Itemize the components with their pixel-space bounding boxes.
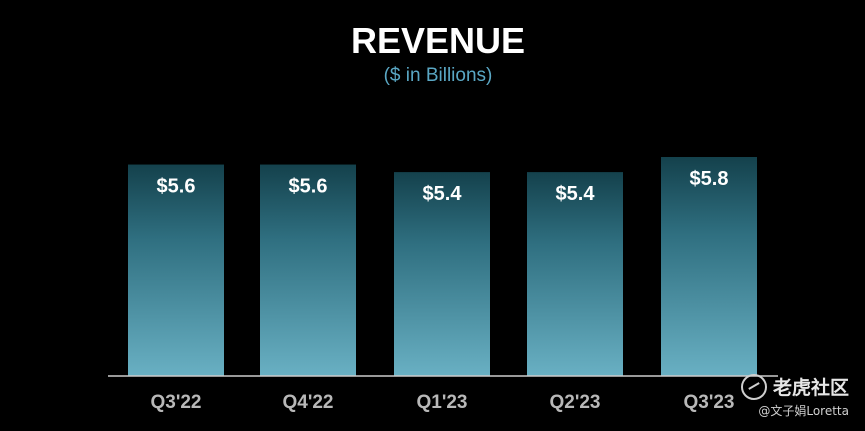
bar-Q4'22 [260, 164, 356, 376]
tiger-logo-icon [740, 373, 767, 400]
data-label: $5.6 [289, 176, 328, 198]
x-tick-label: Q4'22 [283, 392, 334, 413]
watermark-brand: 老虎社区 [740, 373, 849, 400]
data-label: $5.8 [690, 168, 729, 190]
data-label: $5.4 [556, 183, 596, 205]
bar-Q3'22 [128, 164, 224, 376]
watermark: 老虎社区 @文子娟Loretta [740, 373, 849, 419]
bar-Q2'23 [527, 172, 623, 376]
watermark-user: @文子娟Loretta [758, 404, 849, 418]
bar-Q1'23 [394, 172, 490, 376]
x-tick-labels-group: Q3'22 Q4'22 Q1'23 Q2'23 Q3'23 [151, 392, 735, 413]
data-label: $5.4 [423, 183, 463, 205]
chart-subtitle: ($ in Billions) [384, 65, 493, 86]
x-tick-label: Q1'23 [417, 392, 468, 413]
bar-Q3'23 [661, 157, 757, 376]
watermark-brand-text: 老虎社区 [772, 377, 849, 399]
data-labels-group: $5.6 $5.6 $5.4 $5.4 $5.8 [157, 168, 729, 205]
chart-title: REVENUE [351, 20, 525, 61]
x-tick-label: Q3'22 [151, 392, 202, 413]
x-tick-label: Q3'23 [684, 392, 735, 413]
data-label: $5.6 [157, 176, 196, 198]
bars-group [128, 157, 757, 376]
x-tick-label: Q2'23 [550, 392, 601, 413]
